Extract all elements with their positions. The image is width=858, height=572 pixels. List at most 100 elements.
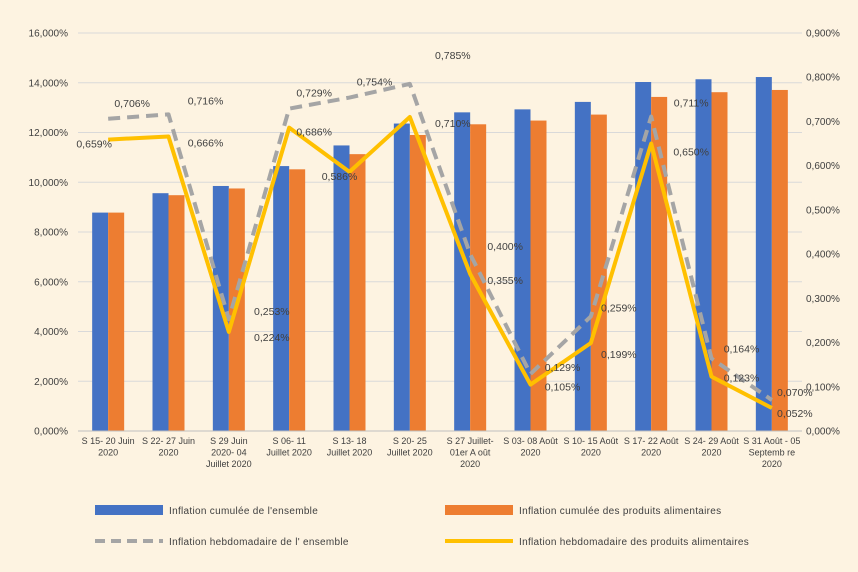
y-right-tick-label: 0,200% — [806, 338, 840, 349]
y-left-tick-label: 8,000% — [34, 228, 68, 239]
x-tick-label: Juillet 2020 — [266, 448, 312, 458]
bar-alimentaires — [289, 169, 306, 431]
data-label-alimentaires: 0,710% — [435, 118, 471, 130]
x-tick-label: S 13- 18 — [332, 436, 366, 446]
bar-ensemble — [574, 101, 591, 431]
legend-label: Inflation hebdomadaire des produits alim… — [519, 537, 749, 548]
data-label-alimentaires: 0,105% — [545, 382, 581, 394]
x-tick-label: 2020- 04 — [211, 448, 247, 458]
y-right-tick-label: 0,100% — [806, 382, 840, 393]
y-right-tick-label: 0,700% — [806, 117, 840, 128]
x-tick-label: S 31 Août - 05 — [743, 436, 800, 446]
data-label-alimentaires: 0,586% — [322, 171, 358, 183]
bar-alimentaires — [168, 195, 185, 431]
data-label-alimentaires: 0,052% — [777, 408, 813, 420]
bar-ensemble — [393, 123, 410, 432]
x-tick-label: 2020 — [641, 448, 661, 458]
x-tick-label: 01er A oût — [450, 448, 491, 458]
data-label-alimentaires: 0,686% — [296, 127, 332, 139]
bar-alimentaires — [711, 92, 728, 431]
bar-alimentaires — [651, 96, 668, 432]
y-left-tick-label: 2,000% — [34, 377, 68, 388]
y-left-tick-label: 0,000% — [34, 427, 68, 438]
x-tick-label: S 24- 29 Août — [684, 436, 739, 446]
y-left-tick-label: 10,000% — [29, 178, 69, 189]
data-label-alimentaires: 0,224% — [254, 332, 290, 344]
bar-ensemble — [333, 145, 350, 431]
x-tick-label: 2020 — [460, 459, 480, 469]
data-label-alimentaires: 0,199% — [601, 349, 637, 361]
series-line-ensemble — [108, 81, 773, 402]
x-tick-label: S 22- 27 Juin — [142, 436, 195, 446]
x-tick-label: Juillet 2020 — [206, 459, 252, 469]
x-tick-label: S 03- 08 Août — [503, 436, 558, 446]
bar-ensemble — [273, 166, 290, 432]
y-right-tick-label: 0,600% — [806, 161, 840, 172]
data-label-alimentaires: 0,123% — [724, 373, 760, 385]
x-tick-label: S 15- 20 Juin — [82, 436, 135, 446]
bar-alimentaires — [409, 134, 426, 432]
y-left-tick-label: 12,000% — [29, 128, 69, 139]
bar-alimentaires — [470, 124, 487, 431]
legend-label: Inflation cumulée des produits alimentai… — [519, 506, 721, 517]
y-left-tick-label: 16,000% — [29, 29, 69, 40]
data-label-ensemble: 0,129% — [545, 362, 581, 374]
bar-ensemble — [635, 82, 652, 431]
bar-alimentaires — [108, 212, 125, 431]
bar-alimentaires — [771, 89, 788, 432]
y-right-tick-label: 0,400% — [806, 250, 840, 261]
data-label-alimentaires: 0,666% — [188, 137, 224, 149]
x-tick-label: 2020 — [98, 448, 118, 458]
bar-alimentaires — [349, 154, 366, 432]
bar-ensemble — [454, 112, 471, 431]
data-label-ensemble: 0,729% — [296, 88, 332, 100]
x-tick-label: Juillet 2020 — [387, 448, 433, 458]
x-tick-label: 2020 — [581, 448, 601, 458]
x-tick-label: Septemb re — [749, 448, 796, 458]
data-label-alimentaires: 0,659% — [76, 139, 112, 151]
y-right-tick-label: 0,500% — [806, 205, 840, 216]
x-tick-label: Juillet 2020 — [327, 448, 373, 458]
y-right-tick-label: 0,300% — [806, 294, 840, 305]
legend-swatch — [445, 505, 513, 515]
y-left-tick-label: 14,000% — [29, 78, 69, 89]
data-label-ensemble: 0,070% — [777, 387, 813, 399]
x-tick-label: 2020 — [520, 448, 540, 458]
x-tick-label: 2020 — [762, 459, 782, 469]
data-label-ensemble: 0,706% — [114, 98, 150, 110]
data-label-ensemble: 0,164% — [724, 343, 760, 355]
y-right-tick-label: 0,000% — [806, 427, 840, 438]
x-tick-label: S 29 Juin — [210, 436, 248, 446]
data-label-alimentaires: 0,650% — [673, 147, 709, 159]
y-right-tick-label: 0,900% — [806, 29, 840, 40]
series-line-alimentaires — [108, 115, 773, 410]
data-label-ensemble: 0,716% — [188, 95, 224, 107]
data-label-ensemble: 0,785% — [435, 50, 471, 62]
bar-alimentaires — [530, 120, 547, 431]
x-tick-label: S 17- 22 Août — [624, 436, 679, 446]
bar-ensemble — [92, 212, 109, 431]
x-tick-label: 2020 — [701, 448, 721, 458]
y-left-tick-label: 6,000% — [34, 277, 68, 288]
bar-ensemble — [695, 79, 712, 431]
bar-ensemble — [755, 77, 772, 431]
y-right-tick-label: 0,800% — [806, 73, 840, 84]
x-tick-label: S 20- 25 — [393, 436, 427, 446]
legend-label: Inflation cumulée de l'ensemble — [169, 506, 318, 517]
data-label-ensemble: 0,754% — [357, 77, 393, 89]
data-label-ensemble: 0,400% — [487, 241, 523, 253]
x-tick-label: 2020 — [158, 448, 178, 458]
bar-alimentaires — [590, 114, 607, 431]
data-label-ensemble: 0,259% — [601, 302, 637, 314]
data-label-alimentaires: 0,355% — [487, 275, 523, 287]
bar-ensemble — [152, 193, 169, 431]
legend-swatch — [95, 505, 163, 515]
legend-label: Inflation hebdomadaire de l' ensemble — [169, 537, 349, 548]
data-label-ensemble: 0,253% — [254, 306, 290, 318]
x-tick-label: S 10- 15 Août — [564, 436, 619, 446]
data-label-ensemble: 0,711% — [674, 98, 709, 110]
x-tick-label: S 06- 11 — [272, 436, 305, 446]
x-tick-label: S 27 Juillet- — [447, 436, 494, 446]
